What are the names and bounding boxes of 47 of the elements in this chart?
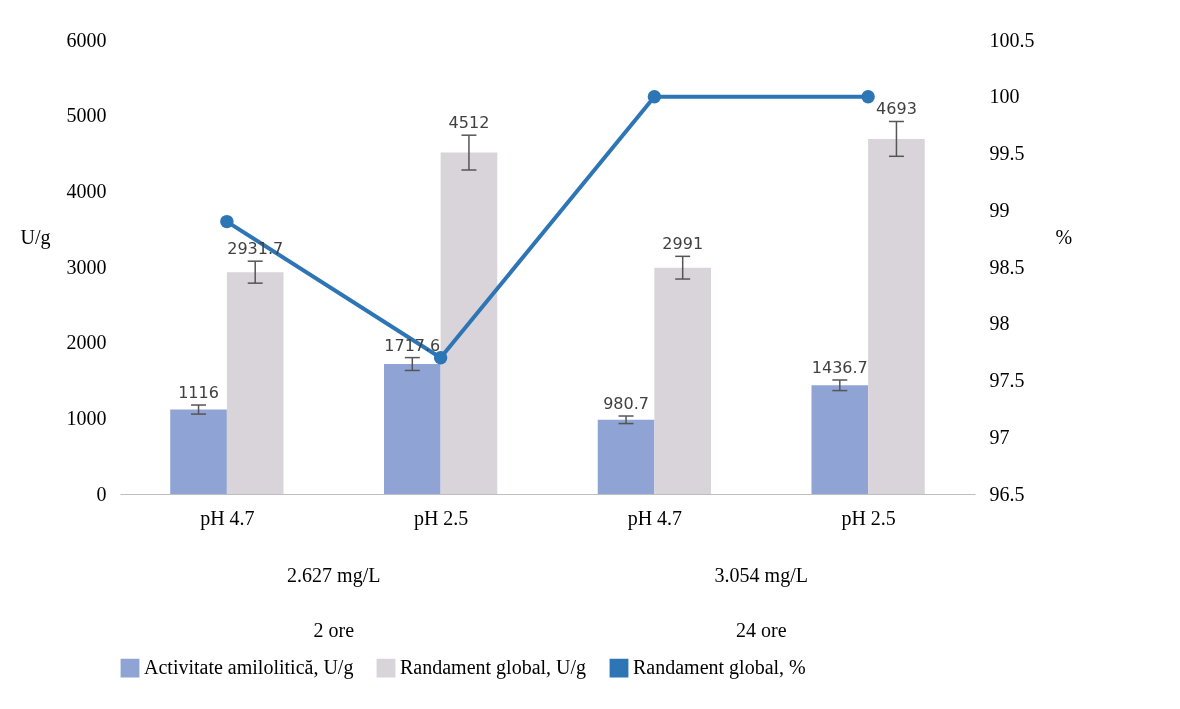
y-tick-label: 5000 bbox=[66, 104, 107, 127]
bar bbox=[811, 385, 869, 494]
data-label: 4693 bbox=[876, 99, 917, 119]
y-axis-title: U/g bbox=[20, 225, 51, 249]
data-label: 980.7 bbox=[603, 394, 649, 414]
x-tick-label: pH 2.5 bbox=[413, 506, 469, 530]
bar bbox=[440, 152, 498, 494]
data-label: 4512 bbox=[448, 113, 490, 133]
point bbox=[433, 351, 448, 365]
bar bbox=[226, 272, 284, 494]
text: 3.054 mg/L bbox=[714, 564, 808, 587]
data-label: 1116 bbox=[178, 383, 219, 403]
y2-tick-label: 98.5 bbox=[989, 255, 1025, 278]
y2-tick-label: 97 bbox=[989, 425, 1010, 448]
y2-axis-title: % bbox=[1055, 225, 1073, 248]
y2-tick-label: 100 bbox=[989, 85, 1020, 108]
legend-label: Randament global, % bbox=[633, 656, 806, 680]
y-tick-label: 4000 bbox=[66, 179, 107, 202]
y2-tick-label: 99 bbox=[989, 198, 1010, 221]
y2-tick-label: 96.5 bbox=[989, 482, 1025, 505]
bar bbox=[654, 267, 712, 494]
bar bbox=[383, 364, 441, 494]
y2-tick-label: 99.5 bbox=[989, 142, 1025, 164]
x-tick-label: pH 2.5 bbox=[841, 506, 896, 530]
y-tick-label: 0 bbox=[96, 482, 107, 505]
text: 2 ore bbox=[313, 619, 355, 641]
point bbox=[220, 214, 234, 229]
y2-tick-label: 98 bbox=[989, 312, 1010, 335]
x-tick-label: pH 4.7 bbox=[200, 506, 255, 530]
bar bbox=[868, 138, 925, 494]
legend-label: Randament global, U/g bbox=[400, 656, 587, 680]
y2-tick-label: 97.5 bbox=[989, 369, 1025, 391]
bar bbox=[170, 409, 227, 494]
text: 24 ore bbox=[735, 619, 787, 641]
y-tick-label: 6000 bbox=[66, 28, 107, 51]
text: 2.627 mg/L bbox=[287, 564, 381, 587]
x-tick-label: pH 4.7 bbox=[627, 506, 683, 530]
y2-tick-label: 100.5 bbox=[989, 28, 1035, 51]
y-tick-label: 1000 bbox=[66, 406, 107, 429]
data-label: 1436.7 bbox=[811, 357, 868, 377]
point bbox=[647, 90, 662, 104]
bar bbox=[597, 419, 655, 494]
y-tick-label: 3000 bbox=[66, 255, 107, 278]
data-label: 2991 bbox=[662, 234, 704, 254]
y-tick-label: 2000 bbox=[66, 331, 107, 354]
point bbox=[861, 90, 875, 104]
legend-label: Activitate amilolitică, U/g bbox=[144, 656, 354, 680]
